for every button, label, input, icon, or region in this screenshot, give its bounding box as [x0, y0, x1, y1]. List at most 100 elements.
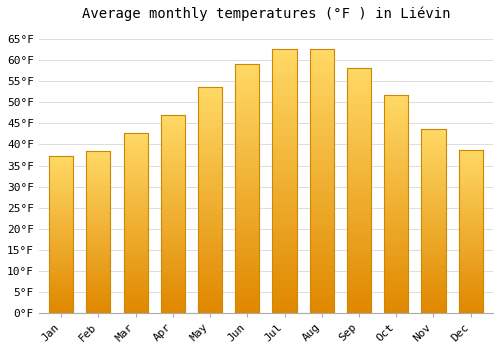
Bar [160, 196, 185, 198]
Bar [384, 186, 408, 189]
Bar [384, 300, 408, 302]
Bar [272, 257, 296, 260]
Bar [384, 298, 408, 300]
Bar [272, 213, 296, 215]
Bar [86, 182, 110, 183]
Bar [49, 300, 73, 302]
Bar [235, 81, 260, 84]
Bar [422, 180, 446, 182]
Bar [272, 136, 296, 139]
Bar [235, 64, 260, 66]
Bar [235, 305, 260, 308]
Bar [235, 253, 260, 255]
Bar [235, 300, 260, 303]
Bar [49, 169, 73, 170]
Bar [86, 272, 110, 274]
Bar [458, 211, 483, 213]
Bar [422, 248, 446, 250]
Bar [124, 190, 148, 192]
Bar [86, 279, 110, 280]
Bar [310, 152, 334, 155]
Bar [347, 156, 371, 158]
Bar [422, 239, 446, 241]
Bar [235, 183, 260, 186]
Bar [235, 256, 260, 258]
Bar [198, 216, 222, 218]
Bar [198, 240, 222, 243]
Bar [160, 291, 185, 293]
Bar [310, 202, 334, 205]
Bar [160, 129, 185, 131]
Bar [384, 254, 408, 256]
Bar [272, 273, 296, 276]
Bar [272, 265, 296, 268]
Bar [272, 78, 296, 81]
Bar [49, 177, 73, 178]
Bar [458, 228, 483, 230]
Bar [347, 244, 371, 246]
Bar [235, 101, 260, 104]
Bar [310, 191, 334, 194]
Bar [198, 284, 222, 286]
Bar [272, 120, 296, 123]
Bar [160, 311, 185, 313]
Bar [235, 223, 260, 225]
Bar [310, 89, 334, 92]
Bar [86, 175, 110, 177]
Bar [272, 215, 296, 218]
Bar [347, 170, 371, 173]
Bar [86, 271, 110, 272]
Bar [160, 125, 185, 127]
Bar [310, 149, 334, 152]
Bar [86, 193, 110, 195]
Bar [160, 253, 185, 256]
Bar [384, 232, 408, 234]
Bar [272, 197, 296, 199]
Bar [310, 144, 334, 147]
Bar [160, 119, 185, 121]
Bar [422, 307, 446, 309]
Bar [49, 220, 73, 222]
Bar [384, 189, 408, 191]
Bar [422, 245, 446, 246]
Bar [384, 230, 408, 232]
Bar [49, 172, 73, 174]
Bar [347, 264, 371, 266]
Bar [347, 290, 371, 293]
Bar [310, 305, 334, 307]
Bar [49, 248, 73, 250]
Bar [160, 190, 185, 192]
Bar [124, 302, 148, 304]
Bar [124, 235, 148, 237]
Bar [160, 159, 185, 161]
Bar [272, 262, 296, 265]
Bar [160, 167, 185, 168]
Bar [422, 215, 446, 217]
Bar [198, 301, 222, 303]
Bar [86, 204, 110, 206]
Bar [124, 208, 148, 210]
Bar [86, 238, 110, 240]
Bar [458, 213, 483, 215]
Bar [384, 147, 408, 149]
Bar [160, 192, 185, 194]
Bar [235, 293, 260, 295]
Bar [347, 102, 371, 104]
Bar [384, 202, 408, 204]
Bar [384, 252, 408, 254]
Bar [235, 218, 260, 220]
Bar [347, 80, 371, 82]
Bar [422, 298, 446, 300]
Bar [124, 201, 148, 203]
Bar [160, 295, 185, 297]
Bar [347, 295, 371, 298]
Bar [198, 103, 222, 105]
Bar [198, 119, 222, 121]
Bar [422, 278, 446, 280]
Bar [347, 271, 371, 273]
Bar [49, 288, 73, 289]
Bar [310, 76, 334, 78]
Bar [384, 121, 408, 123]
Bar [422, 234, 446, 236]
Bar [124, 136, 148, 138]
